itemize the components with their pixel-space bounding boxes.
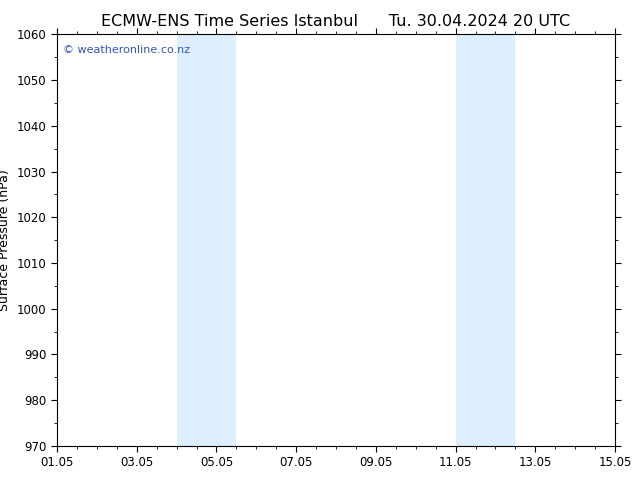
Text: © weatheronline.co.nz: © weatheronline.co.nz (63, 45, 190, 54)
Bar (177, 34, 236, 446)
Bar (456, 34, 515, 446)
Y-axis label: Surface Pressure (hPa): Surface Pressure (hPa) (0, 169, 11, 311)
Title: ECMW-ENS Time Series Istanbul      Tu. 30.04.2024 20 UTC: ECMW-ENS Time Series Istanbul Tu. 30.04.… (101, 14, 571, 29)
